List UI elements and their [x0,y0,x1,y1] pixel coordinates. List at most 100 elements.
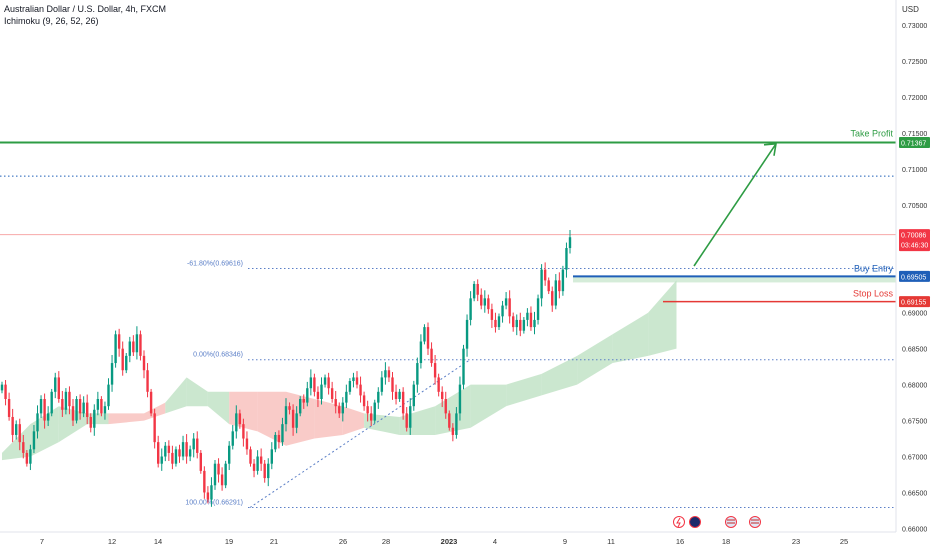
candle[interactable] [157,435,160,468]
candle[interactable] [235,405,238,439]
candle[interactable] [259,448,263,471]
candle[interactable] [565,242,568,278]
candle[interactable] [256,450,259,475]
candle[interactable] [75,396,78,424]
candle[interactable] [142,350,146,379]
candle[interactable] [93,404,96,436]
candle[interactable] [135,326,139,360]
candle[interactable] [341,397,344,422]
candle[interactable] [451,423,455,442]
candle[interactable] [39,395,43,418]
candle[interactable] [18,418,21,451]
candle[interactable] [231,425,234,450]
candle[interactable] [551,286,554,312]
candle[interactable] [114,330,117,368]
candle[interactable] [164,441,167,462]
candle[interactable] [54,372,57,399]
candle[interactable] [405,407,408,432]
candle[interactable] [110,355,114,392]
candle[interactable] [522,317,526,334]
candle[interactable] [43,393,46,429]
candle[interactable] [188,445,192,462]
candle[interactable] [529,306,533,331]
candle[interactable] [370,406,373,427]
candle[interactable] [330,381,334,403]
candle[interactable] [100,396,103,417]
candle[interactable] [46,406,50,427]
candle[interactable] [281,417,284,446]
candle[interactable] [242,418,245,447]
lightning-event-icon[interactable] [673,516,685,528]
candle[interactable] [348,378,352,395]
candle[interactable] [384,362,387,385]
candle[interactable] [68,386,71,415]
candle[interactable] [25,450,29,467]
candle[interactable] [263,459,266,483]
candle[interactable] [554,274,557,310]
candle[interactable] [352,372,355,388]
candle[interactable] [167,440,171,461]
candle[interactable] [132,335,135,357]
candle[interactable] [284,398,288,432]
candle[interactable] [462,344,465,390]
candle[interactable] [50,388,53,417]
candle[interactable] [490,303,494,328]
candle[interactable] [558,272,561,299]
candle[interactable] [401,387,405,420]
event-icons[interactable] [673,516,761,528]
price-axis[interactable]: 0.73000 0.72500 0.72000 0.71500 0.71000 0.705… [899,23,930,533]
candle[interactable] [61,390,64,417]
candle[interactable] [536,294,540,325]
candle[interactable] [380,371,384,396]
candle[interactable] [306,381,309,407]
candle[interactable] [568,230,572,254]
candle[interactable] [377,387,380,409]
candle[interactable] [32,425,36,454]
candle[interactable] [327,372,330,395]
buy-entry-badge[interactable] [899,270,930,282]
candle[interactable] [295,406,298,434]
candle[interactable] [228,441,231,471]
candle[interactable] [373,399,376,424]
candle[interactable] [220,467,224,491]
candle[interactable] [4,380,7,406]
candle[interactable] [359,376,362,403]
candle[interactable] [543,262,547,286]
candle[interactable] [299,396,302,417]
candle[interactable] [309,369,313,396]
candle[interactable] [199,450,202,474]
candle[interactable] [320,377,323,405]
candle[interactable] [270,442,273,470]
candle[interactable] [7,392,11,421]
australia-flag-icon[interactable] [689,516,701,528]
candle[interactable] [149,388,153,417]
current-price-badge[interactable] [899,229,930,252]
candle[interactable] [338,402,341,418]
candle[interactable] [458,376,462,421]
candle[interactable] [213,459,217,490]
candle[interactable] [185,434,188,464]
candle[interactable] [245,431,249,455]
candle[interactable] [398,388,401,402]
candle[interactable] [430,342,433,367]
candle[interactable] [174,446,178,467]
candle[interactable] [288,402,291,415]
time-axis[interactable]: 7 12 14 19 21 26 28 2023 4 9 11 16 18 23 25 [40,537,848,546]
candle[interactable] [36,405,39,439]
candle[interactable] [355,371,359,389]
stop-loss-badge[interactable] [899,296,930,308]
candle[interactable] [497,313,501,330]
candle[interactable] [533,311,536,335]
candle[interactable] [160,448,163,471]
candle[interactable] [203,466,206,499]
candle[interactable] [334,390,337,414]
candle[interactable] [423,324,426,345]
candle[interactable] [540,264,543,307]
candle[interactable] [302,394,305,409]
candle[interactable] [345,384,348,409]
candle[interactable] [125,352,128,374]
candle[interactable] [238,409,242,429]
candle[interactable] [472,281,476,302]
candle[interactable] [394,384,398,405]
